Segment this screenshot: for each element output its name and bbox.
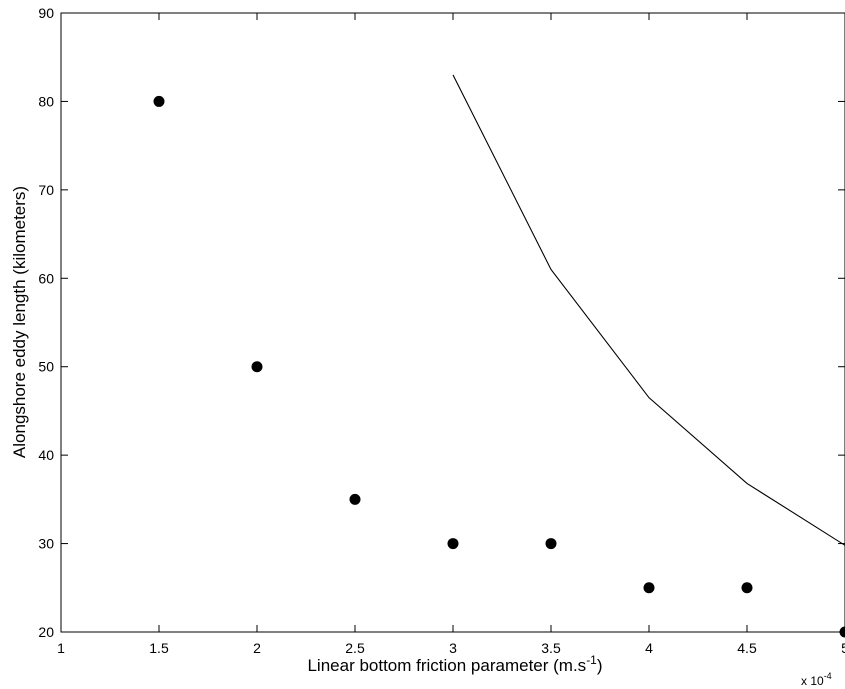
x-tick-label: 1 xyxy=(57,640,65,656)
x-tick-label: 4.5 xyxy=(737,640,757,656)
data-point xyxy=(643,582,655,594)
y-tick-label: 90 xyxy=(38,5,54,21)
x-tick-label: 3 xyxy=(449,640,457,656)
y-tick-label: 30 xyxy=(38,536,54,552)
data-point xyxy=(153,95,165,107)
data-point xyxy=(447,538,459,550)
data-point xyxy=(251,361,263,373)
x-tick-label: 4 xyxy=(645,640,653,656)
data-point xyxy=(741,582,753,594)
y-axis-label: Alongshore eddy length (kilometers) xyxy=(10,186,29,458)
x-axis-label-close: ) xyxy=(597,656,603,675)
x-multiplier-label: x 10-4 xyxy=(801,671,832,688)
x-tick-label: 1.5 xyxy=(149,640,169,656)
y-tick-label: 60 xyxy=(38,270,54,286)
series-line xyxy=(452,74,845,546)
x-tick-label: 2.5 xyxy=(345,640,365,656)
x-axis-label: Linear bottom friction parameter (m.s-1) xyxy=(307,653,602,675)
data-point xyxy=(839,626,845,638)
y-tick-label: 70 xyxy=(38,182,54,198)
x-tick-label: 2 xyxy=(253,640,261,656)
x-axis-label-sup: -1 xyxy=(586,653,597,667)
x-multiplier-exp: -4 xyxy=(824,671,832,681)
ticks xyxy=(60,12,845,633)
x-tick-label: 3.5 xyxy=(541,640,561,656)
x-tick-label: 5 xyxy=(841,640,845,656)
y-tick-label: 80 xyxy=(38,93,54,109)
data-point xyxy=(545,538,557,550)
series-points-group xyxy=(153,95,845,638)
x-tick-labels: 1 1.5 2 2.5 3 3.5 4 4.5 5 xyxy=(57,640,845,656)
series-line-group xyxy=(452,74,845,546)
data-point xyxy=(349,493,361,505)
y-tick-labels: 20 30 40 50 60 70 80 90 xyxy=(38,5,54,640)
y-tick-label: 50 xyxy=(38,359,54,375)
y-tick-label: 40 xyxy=(38,447,54,463)
y-tick-label: 20 xyxy=(38,624,54,640)
